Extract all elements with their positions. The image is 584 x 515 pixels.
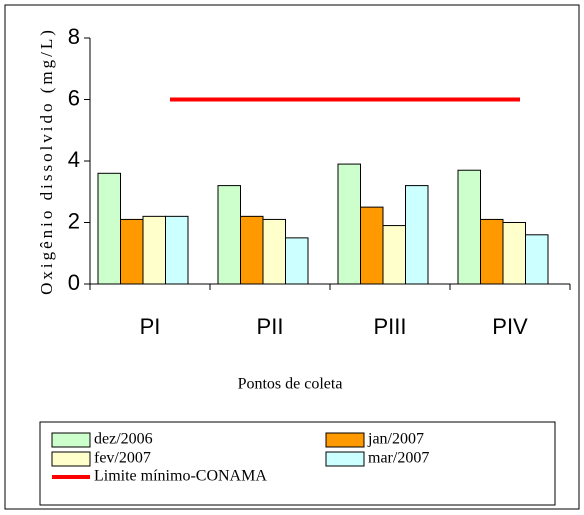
bar xyxy=(262,218,286,285)
bar xyxy=(120,218,144,285)
legend-swatch xyxy=(325,451,365,467)
bar xyxy=(142,215,166,285)
legend-swatch xyxy=(325,432,365,448)
bar xyxy=(337,163,361,285)
bar xyxy=(502,222,526,285)
bar xyxy=(382,225,406,285)
y-tick-label: 4 xyxy=(68,147,80,172)
bar xyxy=(217,185,241,285)
legend-box xyxy=(39,421,556,506)
bar xyxy=(457,169,481,285)
legend-swatch xyxy=(51,451,91,467)
bar xyxy=(405,185,429,285)
bar xyxy=(360,206,384,285)
y-tick-label: 8 xyxy=(68,24,80,49)
y-tick-label: 6 xyxy=(68,85,80,110)
bar xyxy=(525,234,549,285)
legend-label: fev/2007 xyxy=(94,450,151,467)
bar xyxy=(285,237,309,285)
bar xyxy=(97,172,121,285)
bar xyxy=(240,215,264,285)
x-tick-label: PIII xyxy=(373,314,406,339)
bar xyxy=(480,218,504,285)
legend-swatch xyxy=(51,432,91,448)
bar xyxy=(165,215,189,285)
legend-label: mar/2007 xyxy=(368,450,429,467)
x-tick-label: PI xyxy=(140,314,161,339)
legend-label: Limite mínimo-CONAMA xyxy=(94,468,267,485)
y-tick-label: 0 xyxy=(68,270,80,295)
x-tick-label: PII xyxy=(257,314,284,339)
y-tick-label: 2 xyxy=(68,208,80,233)
x-tick-label: PIV xyxy=(492,314,528,339)
y-axis-label: Oxigênio dissolvido (mg/L) xyxy=(37,27,56,295)
legend-label: dez/2006 xyxy=(94,431,153,448)
x-axis-label: Pontos de coleta xyxy=(238,376,343,393)
legend-label: jan/2007 xyxy=(367,431,424,448)
